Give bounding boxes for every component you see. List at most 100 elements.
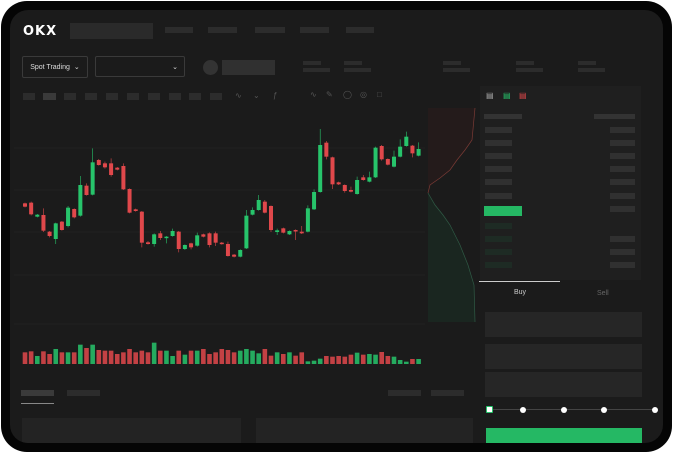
- camera-icon[interactable]: ◯: [343, 90, 352, 99]
- ask-price: [485, 193, 512, 199]
- order-book-both-icon[interactable]: ▤: [486, 91, 494, 100]
- trading-screen: OKX Spot Trading ⌄ ⌄ ∿ ⌄ ƒ ∿ ✎ ◯: [10, 10, 663, 443]
- candle-body: [318, 145, 323, 192]
- volume-bar: [207, 354, 212, 364]
- pencil-icon[interactable]: ✎: [326, 90, 333, 99]
- ask-price: [485, 179, 512, 185]
- price-input[interactable]: [485, 312, 642, 337]
- candle-body: [275, 230, 280, 232]
- candle: [53, 222, 58, 244]
- candlestick-chart[interactable]: [10, 10, 480, 380]
- nav-item[interactable]: [208, 27, 237, 33]
- candle: [84, 183, 89, 196]
- order-book-asks-icon[interactable]: ▤: [519, 91, 527, 100]
- settings-icon[interactable]: ◎: [360, 90, 367, 99]
- slider-step-50[interactable]: [561, 407, 567, 413]
- nav-item[interactable]: [300, 27, 329, 33]
- volume-bar: [231, 352, 237, 364]
- assets-panel: [256, 418, 473, 443]
- spot-trading-label: Spot Trading: [30, 63, 70, 71]
- volume-bar: [379, 352, 384, 364]
- candle-body: [59, 221, 64, 230]
- candle-body: [201, 234, 206, 237]
- nav-item[interactable]: [346, 27, 374, 33]
- timeframe-button[interactable]: [210, 93, 222, 100]
- candle: [59, 221, 64, 231]
- filter-button[interactable]: [388, 390, 421, 396]
- orders-panel: [22, 418, 241, 443]
- depth-bid-line: [427, 192, 476, 323]
- volume-bar: [250, 350, 255, 364]
- tab-sell[interactable]: Sell: [597, 290, 609, 297]
- slider-handle[interactable]: [486, 406, 493, 413]
- slider-step-75[interactable]: [601, 407, 607, 413]
- amount-slider[interactable]: [486, 406, 658, 413]
- candle: [90, 148, 95, 196]
- timeframe-button[interactable]: [127, 93, 139, 100]
- candle-body: [90, 162, 95, 195]
- volume-bar: [391, 356, 397, 364]
- candle-body: [348, 190, 353, 192]
- last-price: [484, 206, 522, 216]
- volume-bar: [114, 354, 120, 364]
- candle: [164, 236, 169, 244]
- candle: [182, 244, 187, 250]
- timeframe-button-active[interactable]: [43, 93, 56, 100]
- volume-bar: [237, 350, 243, 364]
- candle-body: [41, 215, 46, 231]
- candle: [72, 208, 77, 219]
- search-bar[interactable]: [70, 23, 153, 39]
- candle: [66, 206, 71, 228]
- candle: [342, 184, 347, 193]
- indicator-icon[interactable]: ∿: [235, 91, 242, 100]
- candle-body: [164, 236, 169, 239]
- okx-logo[interactable]: OKX: [23, 24, 58, 39]
- candle: [201, 233, 206, 238]
- buy-submit-button[interactable]: [486, 428, 642, 443]
- slider-step-25[interactable]: [520, 407, 526, 413]
- candle: [158, 231, 163, 240]
- candle-body: [115, 167, 120, 170]
- volume-bar: [176, 350, 182, 364]
- bid-size: [610, 249, 635, 255]
- timeframe-button[interactable]: [106, 93, 118, 100]
- amount-input[interactable]: [485, 344, 642, 369]
- total-input[interactable]: [485, 372, 642, 397]
- ask-price: [485, 166, 512, 172]
- timeframe-button[interactable]: [23, 93, 35, 100]
- timeframe-button[interactable]: [189, 93, 201, 100]
- candle-body: [404, 136, 409, 146]
- tab-open-orders[interactable]: [21, 390, 54, 396]
- candle: [23, 202, 27, 208]
- order-book-bids-icon[interactable]: ▤: [503, 91, 511, 100]
- candle: [262, 200, 267, 214]
- volume-bar: [281, 354, 286, 364]
- volume-bar: [96, 350, 102, 364]
- candle-body: [219, 242, 224, 245]
- filter-button[interactable]: [431, 390, 464, 396]
- spot-trading-dropdown[interactable]: Spot Trading ⌄: [22, 56, 88, 78]
- volume-bar: [102, 350, 108, 364]
- nav-item[interactable]: [255, 27, 285, 33]
- fullscreen-icon[interactable]: □: [377, 90, 382, 99]
- candle: [293, 229, 298, 240]
- tab-buy[interactable]: Buy: [514, 289, 527, 296]
- volume-bar: [410, 359, 415, 364]
- candle-body: [127, 189, 132, 213]
- fx-icon[interactable]: ƒ: [273, 91, 278, 100]
- chart-type-icon[interactable]: ⌄: [253, 91, 260, 100]
- timeframe-button[interactable]: [85, 93, 97, 100]
- candle-body: [72, 209, 77, 218]
- pair-dropdown[interactable]: ⌄: [95, 56, 185, 77]
- tab-order-history[interactable]: [67, 390, 100, 396]
- timeframe-button[interactable]: [148, 93, 160, 100]
- slider-step-100[interactable]: [652, 407, 658, 413]
- volume-bar: [404, 361, 409, 364]
- line-tool-icon[interactable]: ∿: [310, 90, 317, 99]
- timeframe-button[interactable]: [64, 93, 76, 100]
- nav-item[interactable]: [165, 27, 193, 33]
- candle: [207, 232, 212, 248]
- candle-body: [232, 254, 237, 257]
- timeframe-button[interactable]: [169, 93, 181, 100]
- candle-body: [398, 146, 403, 157]
